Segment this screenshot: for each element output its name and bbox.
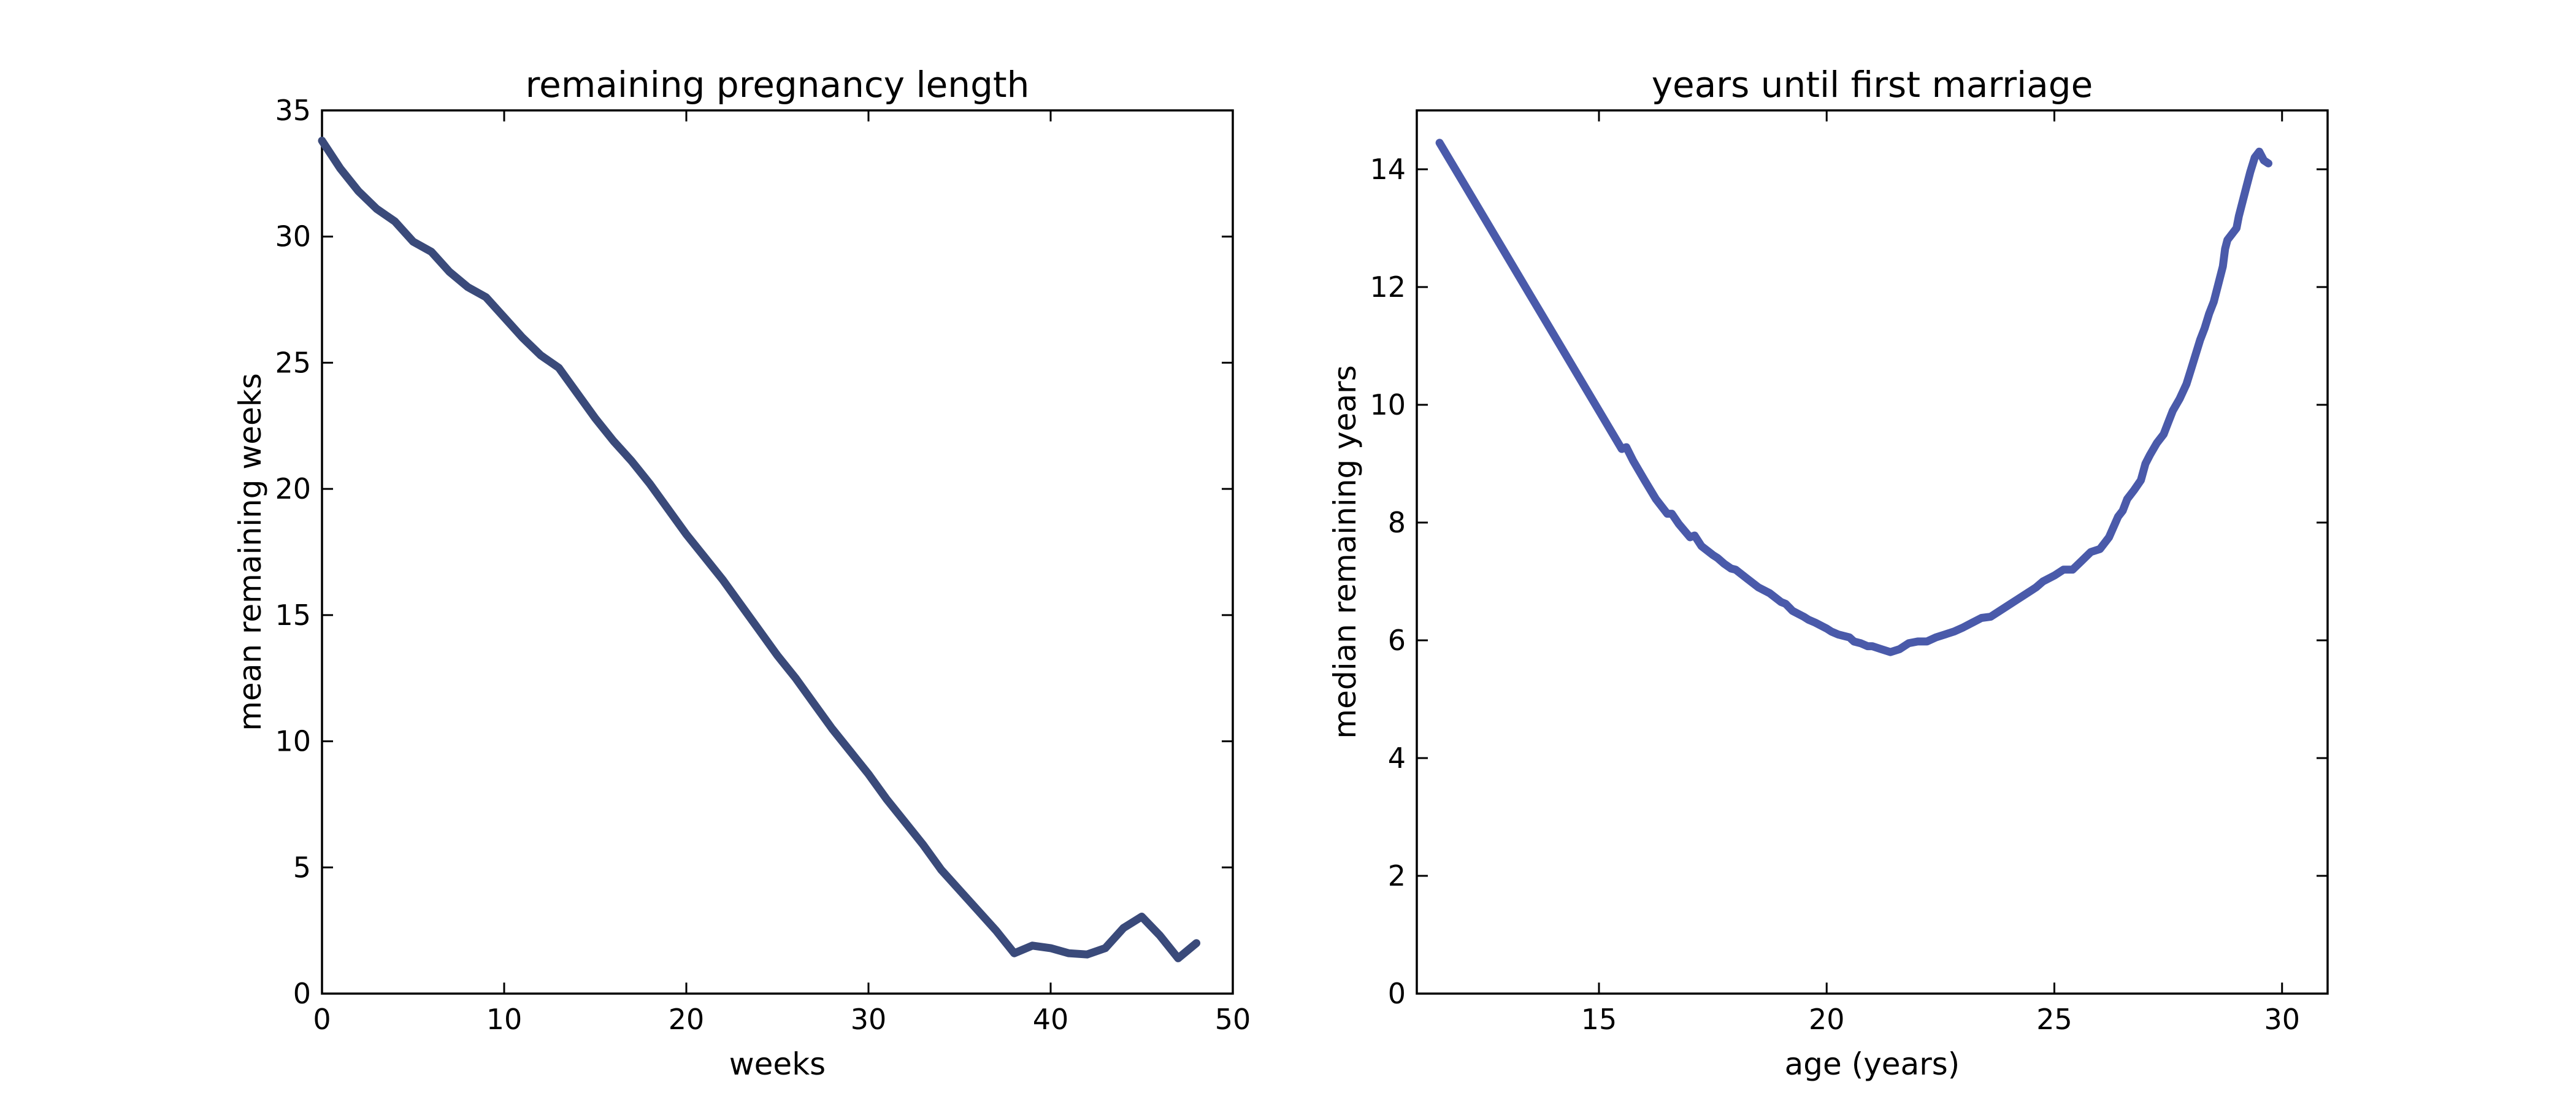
y-tick-label: 5 (293, 851, 311, 884)
x-tick-label: 25 (2036, 1003, 2072, 1036)
plot-frame-left (321, 109, 1234, 995)
y-tick-label: 4 (1388, 742, 1406, 775)
x-axis-label-left: weeks (729, 1046, 826, 1082)
ticks-left: 0 10 20 30 40 50 0 5 10 15 20 25 30 35 (275, 94, 1251, 1036)
y-tick-label: 10 (275, 725, 311, 758)
x-tick-label: 15 (1581, 1003, 1617, 1036)
x-tick-label: 20 (1809, 1003, 1845, 1036)
data-line-right (1435, 139, 2272, 656)
y-tick-label: 20 (275, 472, 311, 505)
y-tick-label: 14 (1370, 153, 1406, 186)
y-tick-label: 35 (275, 94, 311, 127)
y-axis-label-left: mean remaining weeks (232, 373, 268, 730)
data-line-left (318, 136, 1201, 962)
x-tick-label: 20 (669, 1003, 705, 1036)
ticks-right: 15 20 25 30 0 2 4 6 8 10 12 14 (1370, 110, 2328, 1036)
y-tick-label: 8 (1388, 506, 1406, 539)
chart-title-right: years until first marriage (1652, 64, 2093, 105)
y-tick-label: 15 (275, 599, 311, 632)
y-axis-label-right: median remaining years (1327, 365, 1363, 738)
x-tick-label: 40 (1033, 1003, 1069, 1036)
y-tick-label: 30 (275, 220, 311, 253)
y-tick-label: 2 (1388, 859, 1406, 892)
y-tick-label: 10 (1370, 388, 1406, 421)
x-tick-label: 10 (486, 1003, 523, 1036)
chart-remaining-pregnancy-length: remaining pregnancy length weeks mean re… (232, 64, 1251, 1082)
x-tick-label: 30 (2264, 1003, 2300, 1036)
y-tick-label: 12 (1370, 270, 1406, 304)
x-axis-label-right: age (years) (1785, 1046, 1960, 1082)
plot-frame-right (1416, 109, 2329, 995)
x-tick-label: 0 (313, 1003, 331, 1036)
x-tick-label: 30 (851, 1003, 887, 1036)
chart-years-until-first-marriage: years until first marriage age (years) m… (1327, 64, 2329, 1082)
y-tick-label: 25 (275, 346, 311, 379)
chart-title-left: remaining pregnancy length (526, 64, 1030, 105)
y-tick-label: 6 (1388, 624, 1406, 657)
x-tick-label: 50 (1215, 1003, 1251, 1036)
y-tick-label: 0 (1388, 977, 1406, 1010)
y-tick-label: 0 (293, 977, 311, 1010)
